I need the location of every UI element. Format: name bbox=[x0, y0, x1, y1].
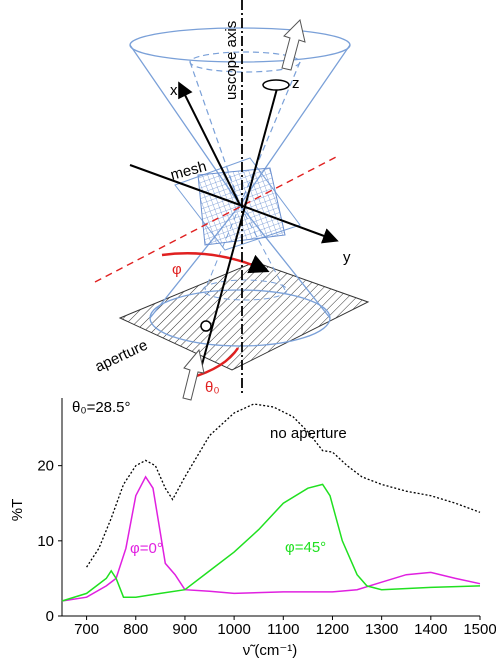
axis-label: uscope axis bbox=[223, 21, 240, 100]
z-label: z bbox=[292, 75, 300, 92]
x-label: x bbox=[170, 82, 178, 99]
x-tick-label: 1000 bbox=[217, 621, 250, 638]
x-tick-label: 700 bbox=[74, 621, 99, 638]
page: {"diagram": {"labels": {"axis": "uscope … bbox=[0, 0, 496, 662]
series-label: φ=45° bbox=[285, 539, 326, 556]
phi-label: φ bbox=[172, 261, 182, 278]
y-label: y bbox=[343, 249, 351, 266]
y-tick-label: 10 bbox=[37, 533, 54, 550]
series-line bbox=[62, 484, 480, 601]
x-tick-label: 900 bbox=[172, 621, 197, 638]
theta-label: θ₀ bbox=[205, 379, 220, 396]
y-tick-label: 20 bbox=[37, 458, 54, 475]
series-label: no aperture bbox=[270, 425, 347, 442]
x-tick-label: 1500 bbox=[463, 621, 496, 638]
x-tick-label: 1400 bbox=[414, 621, 447, 638]
x-tick-label: 1200 bbox=[316, 621, 349, 638]
figure: uscope axis x z y mesh φ aperture θ₀ ν̃ … bbox=[0, 0, 496, 662]
annotation: θ₀=28.5° bbox=[72, 399, 131, 416]
chart: ν̃ (cm⁻¹) %T θ₀=28.5° 0 10 20 700 800 900 1000… bbox=[9, 398, 496, 659]
series-line bbox=[62, 477, 480, 601]
x-axis-title: ν̃ (cm⁻¹) bbox=[243, 642, 298, 659]
aperture-label: aperture bbox=[93, 337, 151, 376]
x-tick-label: 800 bbox=[123, 621, 148, 638]
x-tick-label: 1100 bbox=[267, 621, 299, 638]
y-tick-label: 0 bbox=[46, 608, 54, 625]
x-tick-label: 1300 bbox=[365, 621, 398, 638]
y-axis-title: %T bbox=[9, 499, 26, 522]
series-label: φ=0° bbox=[130, 540, 163, 557]
diagram: uscope axis x z y mesh φ aperture θ₀ bbox=[93, 0, 368, 400]
